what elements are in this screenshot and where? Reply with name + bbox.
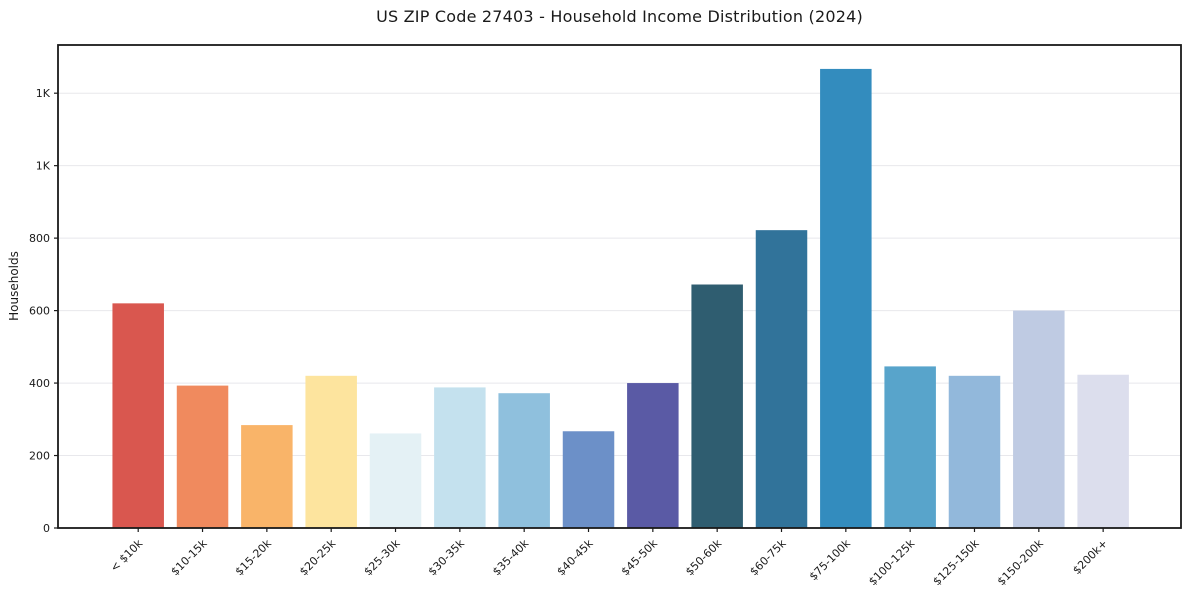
x-tick-label: $15-20k	[233, 536, 275, 578]
bar	[948, 375, 1001, 528]
x-tick-label: $20-25k	[297, 536, 339, 578]
y-tick-label: 0	[43, 522, 50, 535]
x-tick-label: $40-45k	[554, 536, 596, 578]
y-tick-label: 200	[29, 450, 50, 463]
bar	[176, 385, 229, 528]
bar	[755, 230, 808, 528]
x-tick-label: $35-40k	[490, 536, 532, 578]
x-tick-label: < $10k	[108, 536, 146, 574]
x-tick-label: $100-125k	[866, 536, 918, 588]
bar	[1077, 374, 1129, 528]
x-tick-label: $50-60k	[683, 536, 725, 578]
x-tick-label: $45-50k	[619, 536, 661, 578]
y-tick-label: 400	[29, 377, 50, 390]
bar	[369, 433, 422, 528]
bar	[691, 284, 743, 528]
x-tick-label: $200k+	[1070, 537, 1110, 577]
x-tick-label: $60-75k	[747, 536, 789, 578]
bar	[884, 366, 936, 528]
y-tick-label: 1K	[36, 160, 51, 173]
bar	[305, 375, 357, 528]
bar	[498, 393, 550, 528]
x-tick-label: $30-35k	[426, 536, 468, 578]
x-tick-label: $150-200k	[995, 536, 1047, 588]
x-tick-label: $125-150k	[930, 536, 982, 588]
bar	[241, 425, 293, 528]
bar	[627, 383, 679, 528]
bar	[820, 68, 872, 528]
x-tick-label: $10-15k	[168, 536, 210, 578]
plot-frame	[57, 44, 1182, 529]
x-tick-label: $25-30k	[361, 536, 403, 578]
bar	[562, 431, 615, 528]
bar	[434, 387, 486, 528]
y-tick-label: 800	[29, 232, 50, 245]
bar	[112, 303, 164, 528]
bar	[1013, 310, 1065, 528]
chart-title: US ZIP Code 27403 - Household Income Dis…	[376, 7, 863, 26]
x-tick-label: $75-100k	[807, 536, 854, 583]
y-tick-label: 600	[29, 305, 50, 318]
y-tick-label: 1K	[36, 87, 51, 100]
